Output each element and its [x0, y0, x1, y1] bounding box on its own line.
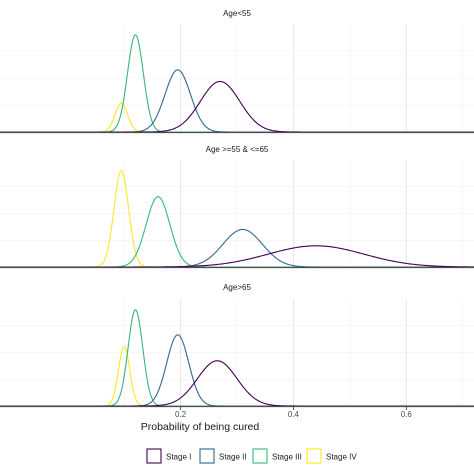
- legend-item-stage-iv: Stage IV: [306, 448, 357, 464]
- x-tick-label: 0.2: [175, 410, 187, 419]
- legend-key: [252, 448, 268, 464]
- facet-panel: Age >=55 & <=65: [0, 140, 474, 269]
- x-tick-label: 0.6: [401, 410, 413, 419]
- legend-key: [199, 448, 215, 464]
- legend-key: [306, 448, 322, 464]
- legend-label: Stage II: [219, 453, 247, 462]
- facet-label: Age<55: [223, 9, 251, 18]
- legend-label: Stage IV: [326, 453, 357, 462]
- legend-label: Stage I: [166, 453, 191, 462]
- x-axis: 0.2 0.4 0.6: [175, 407, 412, 419]
- facet-panel: Age>65: [0, 283, 474, 408]
- facet-strip: [0, 0, 474, 24]
- legend-key: [146, 448, 162, 464]
- legend-item-stage-i: Stage I: [146, 448, 191, 464]
- facet-strip: [0, 140, 474, 160]
- facet-panel: Age<55: [0, 0, 474, 134]
- facet-label: Age>65: [223, 283, 251, 292]
- legend-item-stage-ii: Stage II: [199, 448, 247, 464]
- facet-strip: [0, 283, 474, 299]
- legend-item-stage-iii: Stage III: [252, 448, 302, 464]
- legend: Stage I Stage II Stage III Stage IV: [146, 448, 357, 464]
- x-axis-title: Probability of being cured: [141, 421, 260, 433]
- x-tick-label: 0.4: [288, 410, 300, 419]
- legend-label: Stage III: [272, 453, 302, 462]
- facet-label: Age >=55 & <=65: [206, 145, 269, 154]
- facet-panels: Age<55 Age >=55 & <=65 Age>65: [0, 0, 474, 408]
